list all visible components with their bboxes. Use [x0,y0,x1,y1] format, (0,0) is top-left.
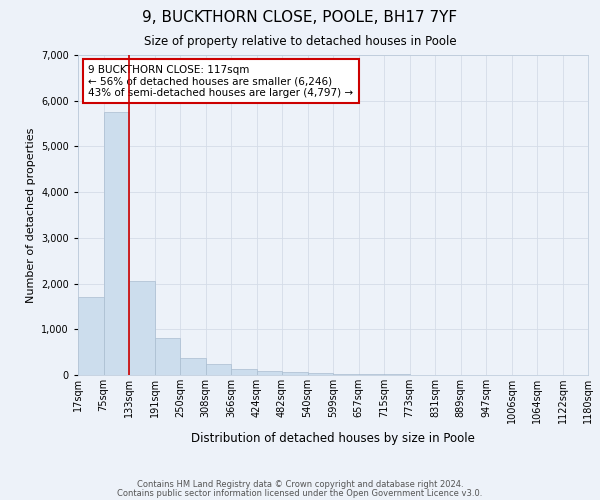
Bar [333,374,359,375]
Text: Contains public sector information licensed under the Open Government Licence v3: Contains public sector information licen… [118,488,482,498]
Bar [129,282,155,375]
Bar [205,364,231,375]
Text: Contains HM Land Registry data © Crown copyright and database right 2024.: Contains HM Land Registry data © Crown c… [137,480,463,489]
Y-axis label: Number of detached properties: Number of detached properties [26,128,35,302]
X-axis label: Distribution of detached houses by size in Poole: Distribution of detached houses by size … [191,432,475,444]
Bar [104,112,129,375]
Text: Size of property relative to detached houses in Poole: Size of property relative to detached ho… [143,35,457,48]
Bar [257,371,282,375]
Bar [282,372,308,375]
Bar [78,298,104,375]
Bar [155,338,180,375]
Bar [308,372,333,375]
Bar [231,369,257,375]
Text: 9, BUCKTHORN CLOSE, POOLE, BH17 7YF: 9, BUCKTHORN CLOSE, POOLE, BH17 7YF [142,10,458,25]
Text: 9 BUCKTHORN CLOSE: 117sqm
← 56% of detached houses are smaller (6,246)
43% of se: 9 BUCKTHORN CLOSE: 117sqm ← 56% of detac… [88,64,353,98]
Bar [180,358,205,375]
Bar [384,374,409,375]
Bar [359,374,384,375]
